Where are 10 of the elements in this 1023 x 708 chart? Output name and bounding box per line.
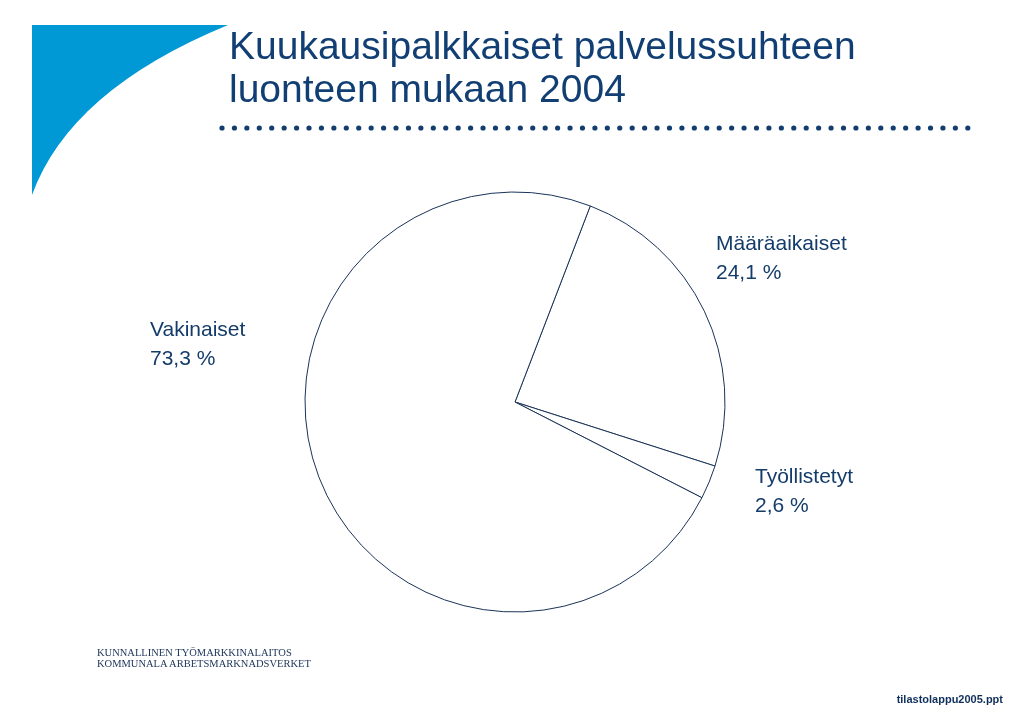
slice-label: Työllistetyt bbox=[755, 464, 854, 487]
data-label: 24,1 % bbox=[716, 260, 782, 283]
slice-label: Määräaikaiset bbox=[716, 231, 847, 254]
data-label: 73,3 % bbox=[150, 346, 216, 369]
slice-label: Vakinaiset bbox=[150, 317, 246, 340]
chart-title: Kuukausipalkkaiset palvelussuhteen luonteen mukaan 2004 bbox=[229, 24, 857, 110]
text: KUNNALLINEN TYÖMARKKINALAITOS bbox=[97, 647, 292, 658]
data-label: 2,6 % bbox=[755, 493, 809, 516]
text: KOMMUNALA ARBETSMARKNADSVERKET bbox=[97, 658, 312, 669]
text: tilastolappu2005.ppt bbox=[896, 693, 1004, 705]
